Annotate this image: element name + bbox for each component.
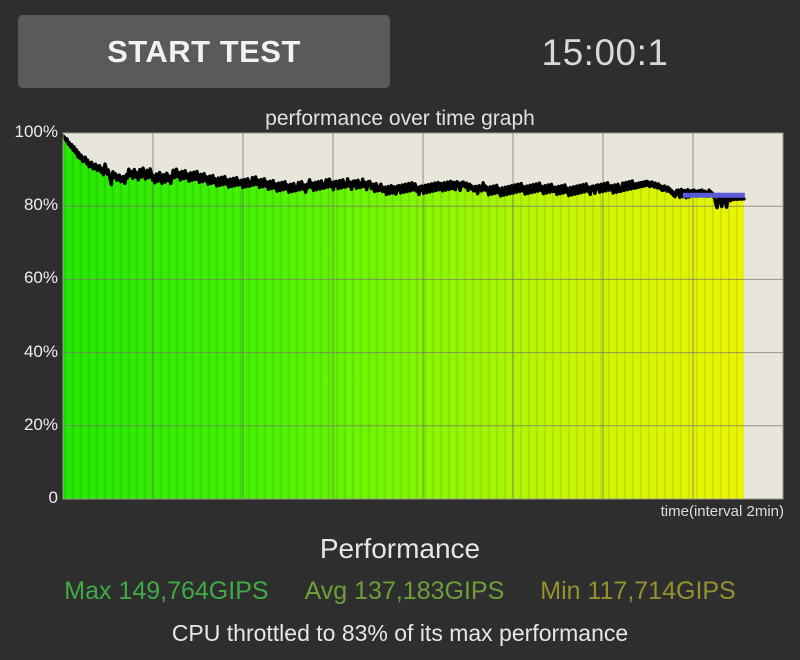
y-tick-0: 0 — [48, 488, 58, 507]
x-axis-label: time(interval 2min) — [660, 503, 784, 520]
y-tick-40: 40% — [23, 341, 58, 361]
stat-avg: Avg 137,183GIPS — [304, 577, 505, 605]
app-header: START TEST 15:00:1 — [0, 0, 800, 105]
summary-footer: Performance Max 149,764GIPS Avg 137,183GI… — [0, 525, 800, 647]
y-tick-100: 100% — [14, 122, 58, 141]
performance-area-stripes — [63, 135, 744, 500]
performance-heading: Performance — [319, 533, 481, 564]
throttle-note: CPU throttled to 83% of its max performa… — [171, 620, 629, 646]
y-tick-80: 80% — [23, 195, 58, 215]
chart-plot-svg — [61, 132, 784, 500]
elapsed-time-clock: 15:00:1 — [541, 32, 669, 73]
stats-row: Max 149,764GIPS Avg 137,183GIPS Min 117,71… — [0, 577, 800, 606]
y-tick-20: 20% — [23, 414, 58, 434]
performance-line — [61, 134, 746, 210]
chart-title: performance over time graph — [265, 107, 535, 130]
stat-max: Max 149,764GIPS — [64, 577, 269, 605]
start-test-button[interactable]: START TEST — [18, 15, 390, 88]
y-tick-60: 60% — [23, 268, 58, 288]
stat-min: Min 117,714GIPS — [540, 577, 736, 605]
performance-chart: performance over time graph 100% 80% 60% 40… — [14, 107, 784, 520]
plot-border — [62, 132, 784, 500]
